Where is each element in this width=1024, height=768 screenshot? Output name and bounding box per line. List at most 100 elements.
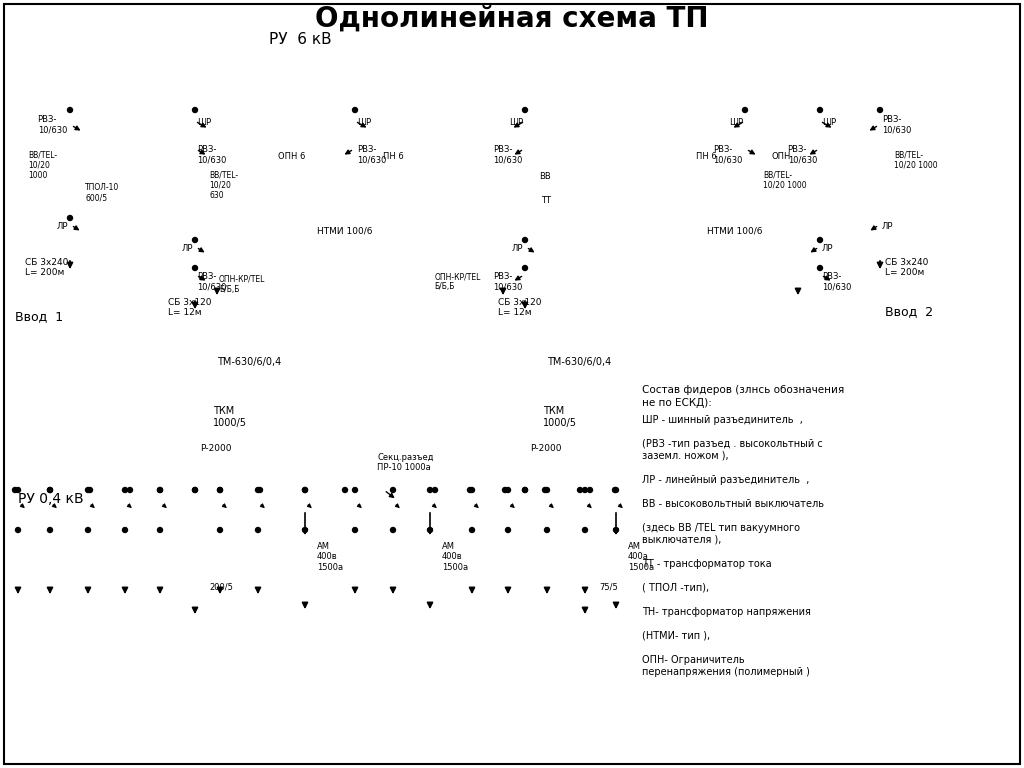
Text: РВЗ-
10/630: РВЗ- 10/630 — [713, 145, 742, 164]
Text: СБ 3х240
L= 200м: СБ 3х240 L= 200м — [25, 258, 69, 277]
Text: ПН 6: ПН 6 — [383, 152, 403, 161]
Circle shape — [198, 201, 209, 213]
Circle shape — [47, 488, 52, 492]
Circle shape — [73, 170, 84, 181]
Circle shape — [179, 405, 189, 415]
Circle shape — [56, 187, 68, 197]
Text: РУ  6 кВ: РУ 6 кВ — [268, 32, 332, 47]
Text: ШР: ШР — [822, 118, 837, 127]
Circle shape — [217, 528, 222, 532]
Circle shape — [527, 190, 539, 201]
Circle shape — [193, 488, 198, 492]
Circle shape — [512, 220, 522, 230]
Text: ЛР: ЛР — [882, 222, 894, 231]
Text: Состав фидеров (злнсь обозначения: Состав фидеров (злнсь обозначения — [642, 385, 844, 395]
Circle shape — [527, 220, 539, 230]
Text: перенапряжения (полимерный ): перенапряжения (полимерный ) — [642, 667, 810, 677]
Bar — [155, 535, 165, 555]
Circle shape — [47, 528, 52, 532]
Text: ТН- трансформатор напряжения: ТН- трансформатор напряжения — [642, 607, 811, 617]
Text: ОПН: ОПН — [772, 152, 792, 161]
Text: ТТ - трансформатор тока: ТТ - трансформатор тока — [642, 559, 772, 569]
Text: (РВЗ -тип разъед . высокольтный с: (РВЗ -тип разъед . высокольтный с — [642, 439, 822, 449]
Circle shape — [181, 208, 193, 220]
Bar — [868, 148, 892, 170]
Circle shape — [85, 488, 90, 492]
Circle shape — [822, 190, 834, 201]
Text: Однолинейная схема ТП: Однолинейная схема ТП — [315, 5, 709, 33]
Bar — [83, 535, 93, 555]
Text: ЛР: ЛР — [512, 244, 523, 253]
Circle shape — [193, 108, 198, 112]
Circle shape — [578, 488, 583, 492]
Circle shape — [427, 528, 432, 532]
Circle shape — [128, 488, 132, 492]
Bar — [388, 535, 398, 555]
Circle shape — [506, 488, 511, 492]
Text: РВЗ-
10/630: РВЗ- 10/630 — [493, 272, 522, 291]
Text: СБ 3х240
L= 200м: СБ 3х240 L= 200м — [885, 258, 929, 277]
Circle shape — [257, 488, 262, 492]
Circle shape — [302, 528, 307, 532]
Circle shape — [817, 237, 822, 243]
Circle shape — [302, 488, 307, 492]
Text: ВВ/TEL-
10/20
1000: ВВ/TEL- 10/20 1000 — [28, 150, 57, 180]
Circle shape — [198, 208, 209, 220]
Circle shape — [509, 405, 519, 415]
Circle shape — [56, 181, 68, 193]
Circle shape — [198, 220, 209, 230]
Circle shape — [588, 488, 593, 492]
Circle shape — [883, 188, 894, 200]
Text: ТМ-630/6/0,4: ТМ-630/6/0,4 — [547, 357, 611, 367]
Circle shape — [822, 208, 834, 220]
Text: ВВ: ВВ — [539, 172, 551, 181]
Text: РВЗ-
10/630: РВЗ- 10/630 — [787, 145, 817, 164]
Circle shape — [123, 528, 128, 532]
Circle shape — [217, 488, 222, 492]
Bar — [58, 148, 82, 170]
Bar — [295, 538, 315, 568]
Circle shape — [512, 201, 522, 213]
Text: заземл. ножом ),: заземл. ножом ), — [642, 451, 729, 461]
Text: ЛР: ЛР — [181, 244, 193, 253]
Bar — [13, 535, 23, 555]
Circle shape — [512, 190, 522, 201]
Circle shape — [158, 528, 163, 532]
Bar — [45, 535, 55, 555]
Circle shape — [592, 581, 600, 589]
Circle shape — [883, 200, 894, 210]
Text: РВЗ-
10/630: РВЗ- 10/630 — [822, 272, 851, 291]
Circle shape — [817, 108, 822, 112]
Circle shape — [507, 360, 543, 396]
Text: Р-2000: Р-2000 — [530, 444, 561, 453]
Circle shape — [807, 201, 817, 213]
Circle shape — [56, 197, 68, 208]
Circle shape — [817, 266, 822, 270]
Text: ВВ - высоковольтный выключатель: ВВ - высоковольтный выключатель — [642, 499, 824, 509]
Circle shape — [352, 488, 357, 492]
Circle shape — [181, 220, 193, 230]
Circle shape — [47, 488, 52, 492]
Text: ШР: ШР — [357, 118, 371, 127]
Circle shape — [302, 488, 307, 492]
Circle shape — [427, 488, 432, 492]
Circle shape — [531, 405, 541, 415]
Text: ОПН 6: ОПН 6 — [278, 152, 305, 161]
Bar — [376, 154, 384, 164]
Text: АМ
400в
1500а: АМ 400в 1500а — [317, 542, 343, 572]
Text: РВЗ-
10/630: РВЗ- 10/630 — [882, 115, 911, 134]
Circle shape — [68, 108, 73, 112]
Text: РВЗ-
10/630: РВЗ- 10/630 — [197, 145, 226, 164]
Circle shape — [883, 170, 894, 181]
Circle shape — [15, 528, 20, 532]
Circle shape — [342, 488, 347, 492]
Circle shape — [12, 488, 17, 492]
Text: Ввод  1: Ввод 1 — [15, 310, 63, 323]
Circle shape — [883, 181, 894, 193]
Circle shape — [256, 528, 260, 532]
Circle shape — [180, 581, 188, 589]
Circle shape — [520, 405, 530, 415]
Circle shape — [581, 581, 589, 589]
Bar — [542, 535, 552, 555]
Circle shape — [527, 201, 539, 213]
